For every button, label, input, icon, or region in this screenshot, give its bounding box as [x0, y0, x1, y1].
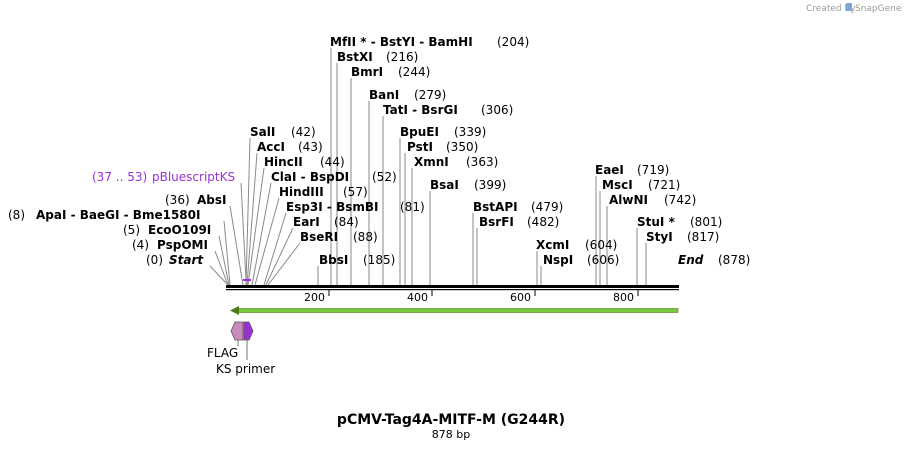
site-pos: (363) [466, 155, 498, 169]
site-name: MscI [602, 178, 633, 192]
site-pos: (604) [585, 238, 617, 252]
site-pos: (350) [446, 140, 478, 154]
site-pos: (479) [531, 200, 563, 214]
site-pos: (185) [363, 253, 395, 267]
start-pos: (0) [146, 253, 163, 267]
site-name: BstXI [337, 50, 373, 64]
orf-arrow [230, 306, 679, 315]
site-pos: (44) [320, 155, 345, 169]
site-pos: (204) [497, 35, 529, 49]
plasmid-length: 878 bp [432, 428, 470, 441]
site-name: XmnI [414, 155, 449, 169]
site-pos: (279) [414, 88, 446, 102]
site-name: BanI [369, 88, 399, 102]
plasmid-title: pCMV-Tag4A-MITF-M (G244R) [337, 412, 565, 428]
ruler-label: 200 [304, 291, 325, 304]
snapgene-logo-icon [846, 3, 852, 11]
site-pos: (801) [690, 215, 722, 229]
site-pos: (8) [8, 208, 25, 222]
site-name: EarI [293, 215, 320, 229]
site-pos: (84) [334, 215, 359, 229]
site-name: XcmI [536, 238, 569, 252]
ruler: 200 400 600 800 [304, 289, 639, 304]
flag-label: FLAG [207, 346, 238, 360]
primer-range: (37 .. 53) [92, 170, 147, 184]
credit-brand: SnapGene [855, 4, 902, 14]
site-name: BsrFI [479, 215, 514, 229]
site-name: TatI - BsrGI [383, 103, 458, 117]
site-name: BbsI [319, 253, 348, 267]
site-name: AccI [257, 140, 285, 154]
site-name: ApaI - BaeGI - Bme1580I [36, 208, 200, 222]
end-label: End [678, 253, 704, 267]
site-pos: (399) [474, 178, 506, 192]
site-name: PstI [407, 140, 433, 154]
site-name: NspI [543, 253, 573, 267]
site-pos: (339) [454, 125, 486, 139]
site-name: AbsI [197, 193, 226, 207]
site-name: MfII * - BstYI - BamHI [330, 35, 473, 49]
site-name: EaeI [595, 163, 624, 177]
site-pos: (36) [165, 193, 190, 207]
site-pos: (606) [587, 253, 619, 267]
site-name: BstAPI [473, 200, 518, 214]
site-pos: (5) [123, 223, 140, 237]
credit-created-by: Created by [806, 4, 856, 14]
site-pos: (43) [298, 140, 323, 154]
site-pos: (216) [386, 50, 418, 64]
primer-name: pBluescriptKS [152, 170, 235, 184]
sequence-backbone [226, 285, 679, 288]
site-pos: (742) [664, 193, 696, 207]
flag-feature [230, 321, 254, 360]
site-pos: (57) [343, 185, 368, 199]
site-name: StuI * [637, 215, 676, 229]
site-pos: (482) [527, 215, 559, 229]
site-name: BsaI [430, 178, 459, 192]
site-pos: (52) [372, 170, 397, 184]
site-pos: (42) [291, 125, 316, 139]
site-name: AlwNI [609, 193, 648, 207]
ks-primer-label: KS primer [216, 362, 275, 376]
site-pos: (721) [648, 178, 680, 192]
site-labels: MfII * - BstYI - BamHI (204) BstXI (216)… [8, 35, 722, 267]
site-name: PspOMI [157, 238, 208, 252]
site-name: HindIII [279, 185, 324, 199]
site-name: EcoO109I [148, 223, 211, 237]
site-name: ClaI - BspDI [271, 170, 349, 184]
ruler-label: 600 [510, 291, 531, 304]
start-label: Start [169, 253, 204, 267]
site-pos: (244) [398, 65, 430, 79]
ruler-label: 400 [407, 291, 428, 304]
site-name: BseRI [300, 230, 338, 244]
site-name: SalI [250, 125, 275, 139]
site-name: StyI [646, 230, 673, 244]
site-connectors [209, 48, 647, 286]
site-pos: (719) [637, 163, 669, 177]
site-pos: (88) [353, 230, 378, 244]
ruler-label: 800 [613, 291, 634, 304]
site-pos: (817) [687, 230, 719, 244]
site-name: HincII [264, 155, 303, 169]
sequence-backbone-bottom [226, 289, 679, 291]
site-name: Esp3I - BsmBI [286, 200, 378, 214]
site-pos: (4) [132, 238, 149, 252]
site-name: BpuEI [400, 125, 439, 139]
site-pos: (81) [400, 200, 425, 214]
end-pos: (878) [718, 253, 750, 267]
site-name: BmrI [351, 65, 383, 79]
site-pos: (306) [481, 103, 513, 117]
